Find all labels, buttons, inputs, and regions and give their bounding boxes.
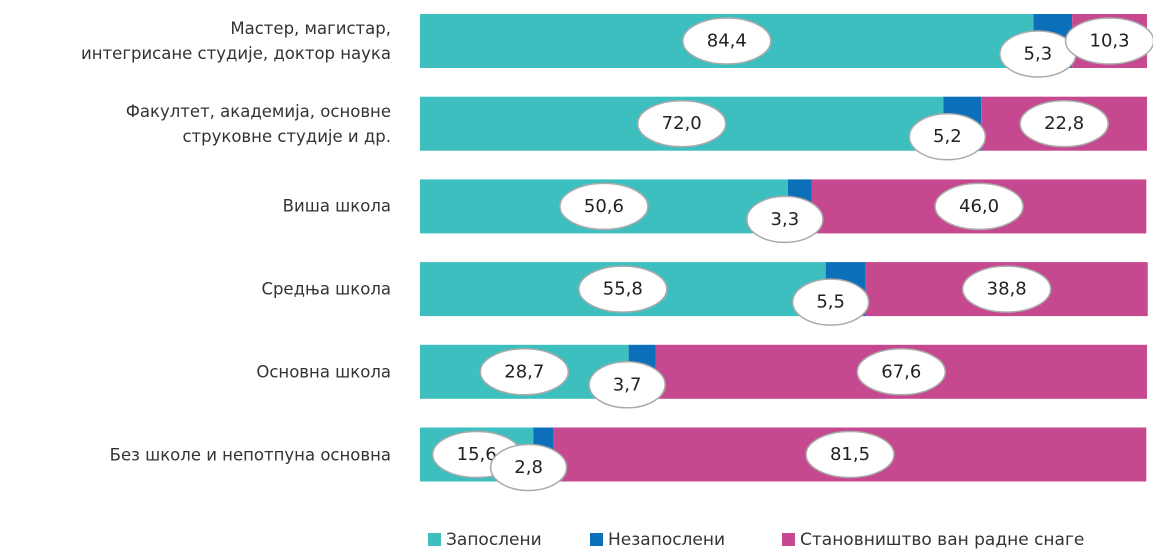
legend-label: Становништво ван радне снаге (800, 530, 1084, 550)
legend-swatch (428, 533, 441, 546)
label-bubble (961, 265, 1052, 313)
label-bubble (479, 348, 570, 396)
label-bubble (559, 182, 649, 231)
category-label: Средња школа (261, 279, 391, 299)
data-label: 67,6 (881, 361, 921, 382)
label-bubble (746, 195, 824, 244)
data-label: 46,0 (959, 196, 999, 217)
data-label: 72,0 (662, 113, 702, 134)
label-bubble (682, 17, 772, 65)
category-label: Факултет, академија, основне струковне с… (125, 101, 391, 146)
data-label: 2,8 (514, 457, 543, 478)
category-label: Виша школа (282, 196, 391, 216)
data-label: 81,5 (830, 444, 870, 465)
data-label: 5,3 (1024, 44, 1053, 65)
label-bubble (588, 361, 666, 409)
label-bubble (1064, 17, 1153, 65)
data-label: 38,8 (987, 279, 1027, 300)
data-label: 55,8 (603, 279, 643, 300)
label-bubble (856, 348, 947, 396)
data-label: 10,3 (1090, 31, 1130, 52)
label-bubble (908, 112, 987, 161)
label-bubble (578, 265, 668, 313)
data-label: 5,2 (933, 126, 962, 147)
data-label: 15,6 (457, 444, 497, 465)
label-bubble (805, 430, 895, 479)
data-label: 22,8 (1044, 113, 1084, 134)
label-bubble (636, 99, 727, 148)
legend-label: Незапослени (608, 530, 725, 550)
category-label: Основна школа (256, 362, 391, 382)
category-label: Мастер, магистар, интегрисане студије, д… (81, 19, 391, 63)
data-label: 28,7 (504, 361, 544, 382)
label-bubble (1019, 99, 1109, 148)
legend-label: Запослени (446, 530, 542, 550)
legend-swatch (590, 533, 603, 546)
data-label: 84,4 (707, 31, 747, 52)
label-bubble (489, 443, 568, 492)
data-label: 5,5 (816, 292, 845, 313)
data-label: 3,3 (771, 209, 800, 230)
data-label: 3,7 (613, 374, 642, 395)
data-label: 50,6 (584, 196, 624, 217)
category-label: Без школе и непотпуна основна (109, 445, 391, 464)
label-bubble (791, 278, 870, 326)
label-bubble (934, 182, 1024, 231)
legend-swatch (782, 533, 795, 546)
